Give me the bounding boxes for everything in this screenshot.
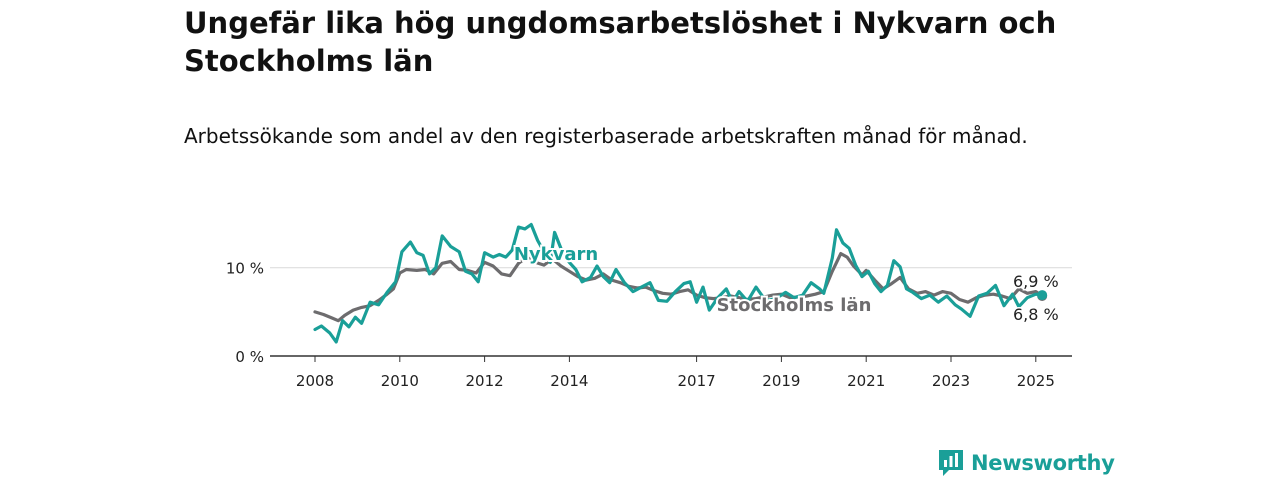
x-tick-label: 2014	[550, 372, 588, 390]
y-tick-label: 10 %	[226, 260, 264, 278]
end-value-label-nykvarn: 6,9 %	[1013, 272, 1059, 291]
brand-name: Newsworthy	[971, 451, 1115, 475]
bar-chart-speech-bubble-icon	[939, 450, 963, 476]
newsworthy-logo: Newsworthy	[937, 448, 1115, 478]
x-tick-label: 2012	[466, 372, 504, 390]
series-line-nykvarn	[313, 222, 1044, 344]
series-name-label-nykvarn: Nykvarn	[514, 244, 598, 265]
label-layer: Nykvarn Stockholms län 6,9 % 6,8 %	[512, 242, 1060, 326]
axis-layer: 0 % 10 % 2008 2010 2012 2014 2017 2019 2021 2023 2…	[226, 260, 1072, 390]
x-tick-label: 2017	[678, 372, 716, 390]
x-tick-label: 2023	[932, 372, 970, 390]
x-tick-label: 2008	[296, 372, 334, 390]
end-value-label-stockholms-lan: 6,8 %	[1013, 305, 1059, 324]
x-tick-label: 2025	[1017, 372, 1055, 390]
series-layer	[313, 222, 1048, 344]
x-tick-label: 2021	[847, 372, 885, 390]
y-tick-label: 0 %	[235, 348, 264, 366]
chart-subtitle: Arbetssökande som andel av den registerb…	[184, 124, 1028, 148]
x-tick-label: 2010	[381, 372, 419, 390]
x-tick-label: 2019	[762, 372, 800, 390]
series-end-point	[1037, 290, 1048, 301]
chart-title: Ungefär lika hög ungdomsarbetslöshet i N…	[184, 6, 1057, 78]
series-name-label-stockholms-lan: Stockholms län	[717, 295, 872, 316]
